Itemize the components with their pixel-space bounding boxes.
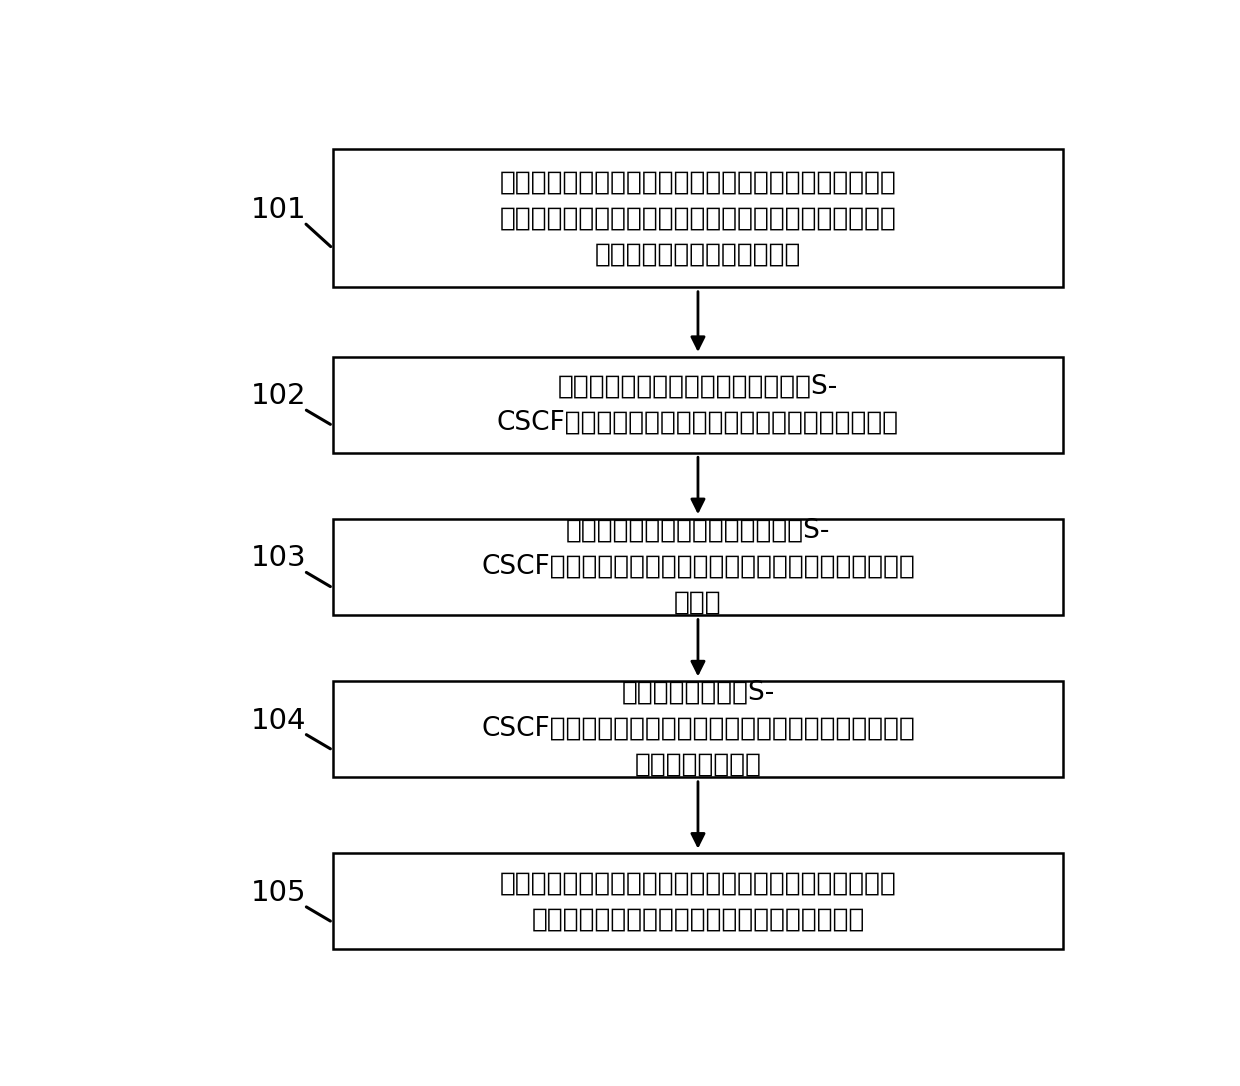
Text: 一号通服务器根据获取的呼叫时的呼叫信息调整预先设置
的一号通号码对应的呼叫关联表中关联终端号码的当前的
顺振次序以生成新的顺振次序: 一号通服务器根据获取的呼叫时的呼叫信息调整预先设置 的一号通号码对应的呼叫关联表…: [500, 169, 897, 267]
Text: 104: 104: [250, 707, 306, 735]
Text: 一号通服务器向被叫用户所归属的S-
CSCF返回与一号通号码关联的所有关联终端号码和新的顺
振次序: 一号通服务器向被叫用户所归属的S- CSCF返回与一号通号码关联的所有关联终端号…: [481, 518, 915, 616]
Text: 被叫用户所归属的S-
CSCF向主叫用户所归属的软交换设备发送所有关联终端号
码和新的顺振次序: 被叫用户所归属的S- CSCF向主叫用户所归属的软交换设备发送所有关联终端号 码…: [481, 680, 915, 778]
Text: 一号通服务器接收被叫用户所归属的S-
CSCF发送的查询请求，所述查询请求包括一号通号码: 一号通服务器接收被叫用户所归属的S- CSCF发送的查询请求，所述查询请求包括一…: [497, 374, 899, 435]
FancyBboxPatch shape: [332, 854, 1063, 949]
Text: 主叫用户所归属的软交换设备向所有关联终端号码所归属
的呼叫会话控制设备按照新的顺振次序发起呼叫: 主叫用户所归属的软交换设备向所有关联终端号码所归属 的呼叫会话控制设备按照新的顺…: [500, 870, 897, 932]
FancyBboxPatch shape: [332, 519, 1063, 615]
Text: 105: 105: [250, 879, 306, 907]
FancyBboxPatch shape: [332, 356, 1063, 453]
FancyBboxPatch shape: [332, 681, 1063, 778]
Text: 102: 102: [250, 382, 306, 411]
FancyBboxPatch shape: [332, 149, 1063, 287]
Text: 101: 101: [250, 195, 306, 224]
Text: 103: 103: [250, 544, 306, 572]
